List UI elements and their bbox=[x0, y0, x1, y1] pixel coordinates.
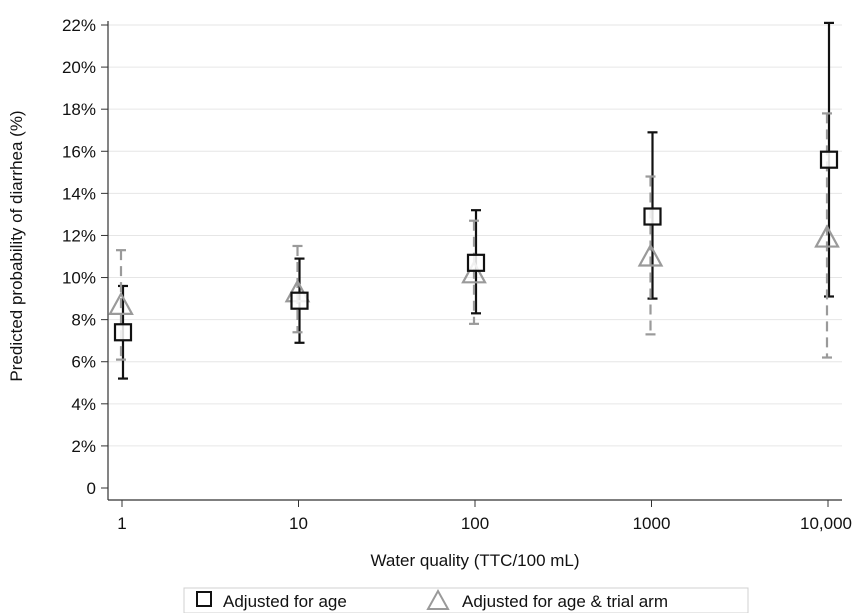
y-tick-label: 16% bbox=[62, 142, 96, 161]
x-tick-label: 1 bbox=[117, 514, 126, 533]
legend: Adjusted for age Adjusted for age & tria… bbox=[183, 587, 749, 613]
series-adjusted-for-age bbox=[118, 21, 834, 380]
y-tick-label: 22% bbox=[62, 16, 96, 35]
y-tick-label: 0 bbox=[87, 479, 96, 498]
legend-box bbox=[183, 587, 749, 613]
y-tick-label: 2% bbox=[71, 437, 96, 456]
series-adjusted-for-age-trial-arm bbox=[116, 112, 832, 361]
y-tick-label: 10% bbox=[62, 269, 96, 288]
data-point-triangle bbox=[637, 243, 664, 267]
data-point-square bbox=[819, 150, 839, 169]
x-tick-label: 1000 bbox=[633, 514, 671, 533]
data-point-triangle bbox=[814, 224, 840, 248]
y-tick-labels: 0 2% 4% 6% 8% 10% 12% 14% 16% 18% 20% 22% bbox=[62, 16, 96, 498]
x-tick-labels: 1 10 100 1000 10,000 bbox=[117, 514, 852, 533]
x-tick-label: 10,000 bbox=[800, 514, 852, 533]
data-point-triangle bbox=[461, 260, 487, 284]
y-tick-label: 12% bbox=[62, 226, 96, 245]
x-axis-title: Water quality (TTC/100 mL) bbox=[370, 551, 579, 570]
series bbox=[108, 21, 840, 380]
markers-adjusted-for-age bbox=[113, 150, 839, 342]
y-tick-label: 18% bbox=[62, 100, 96, 119]
legend-square-marker bbox=[196, 591, 212, 607]
legend-label-age: Adjusted for age bbox=[223, 592, 347, 611]
x-tick-label: 10 bbox=[289, 514, 308, 533]
legend-triangle-marker bbox=[426, 588, 450, 610]
y-tick-label: 14% bbox=[62, 184, 96, 203]
y-tick-label: 20% bbox=[62, 58, 96, 77]
legend-label-age-trial-arm: Adjusted for age & trial arm bbox=[462, 592, 668, 611]
data-point-square bbox=[290, 291, 309, 310]
y-axis-title: Predicted probability of diarrhea (%) bbox=[7, 110, 26, 381]
x-tick-label: 100 bbox=[461, 514, 489, 533]
axes bbox=[101, 21, 842, 507]
y-tick-label: 8% bbox=[71, 311, 96, 330]
y-tick-label: 4% bbox=[71, 395, 96, 414]
data-point-square bbox=[466, 253, 486, 272]
data-point-square bbox=[643, 207, 662, 226]
data-point-square bbox=[113, 323, 133, 342]
data-point-triangle bbox=[108, 291, 134, 316]
y-tick-label: 6% bbox=[71, 353, 96, 372]
